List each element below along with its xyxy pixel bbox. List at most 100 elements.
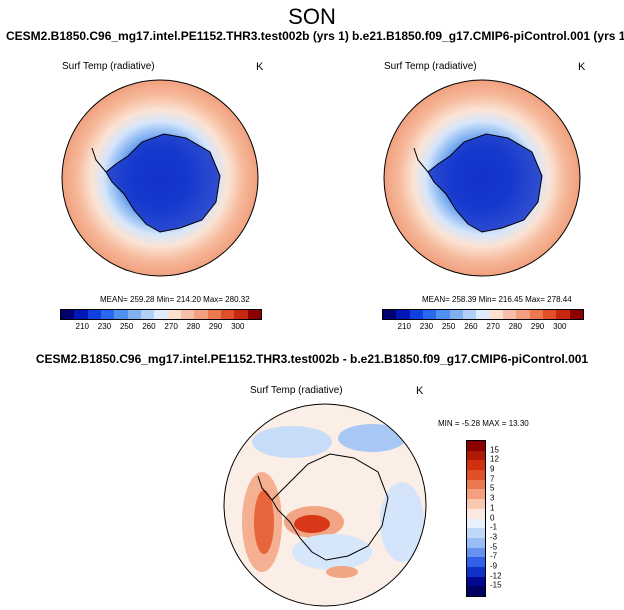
colorbar-swatch [220, 310, 235, 319]
season-title: SON [288, 4, 336, 29]
diff-colorbar-swatch [467, 557, 485, 567]
colorbar-tick-label: 210 [397, 322, 411, 331]
diff-colorbar-tick-label: -5 [490, 542, 498, 552]
diff-colorbar-tick-label: 5 [490, 483, 495, 493]
diff-colorbar-swatch [467, 460, 485, 471]
right-stats: MEAN= 258.39 Min= 216.45 Max= 278.44 [422, 295, 572, 304]
colorbar-tick-label: 260 [464, 322, 478, 331]
diff-colorbar-tick-label: 12 [490, 454, 499, 464]
diff-blue-anomaly-north [252, 426, 332, 458]
colorbar-tick-label: 280 [186, 322, 201, 331]
diff-warm-core-peninsula [294, 515, 330, 533]
colorbar-swatch [449, 310, 463, 319]
colorbar-tick-label: 230 [419, 322, 434, 331]
colorbar-tick-label: 300 [231, 322, 245, 331]
left-polar-map [61, 79, 259, 277]
colorbar-swatch [247, 310, 261, 319]
diff-colorbar-swatch [467, 576, 485, 587]
diff-colorbar-swatch [467, 441, 485, 451]
diff-colorbar-tick-label: -7 [490, 551, 498, 561]
right-colorbar [382, 309, 584, 320]
colorbar-swatch [542, 310, 557, 319]
diff-colorbar-swatch [467, 479, 485, 490]
diff-colorbar-tick-label: 0 [490, 513, 495, 522]
right-polar-map [383, 79, 581, 277]
diff-colorbar-tick-label: 7 [490, 474, 495, 484]
colorbar-swatch [383, 310, 397, 319]
left-variable-label: Surf Temp (radiative) [62, 61, 155, 72]
diff-blue-anomaly-east [380, 482, 424, 562]
left-colorbar [60, 309, 262, 320]
colorbar-tick-label: 290 [530, 322, 545, 331]
diff-stats: MIN = -5.28 MAX = 13.30 [438, 419, 529, 428]
diff-colorbar-swatch [467, 450, 485, 461]
colorbar-swatch [167, 310, 181, 319]
diff-colorbar-tick-label: -12 [490, 571, 502, 581]
left-antarctica-interior [106, 134, 220, 232]
left-stats: MEAN= 259.28 Min= 214.20 Max= 280.32 [100, 295, 250, 304]
colorbar-swatch [529, 310, 543, 319]
right-peninsula-coastline [413, 147, 429, 173]
diff-colorbar-tick-label: 15 [490, 445, 499, 455]
diff-colorbar-swatch [467, 528, 485, 538]
right-antarctica-coastline [427, 133, 543, 233]
diff-colorbar-tick-label: -3 [490, 532, 498, 542]
diff-colorbar-swatch [467, 508, 485, 519]
colorbar-swatch [114, 310, 128, 319]
left-peninsula-coastline [91, 147, 107, 173]
colorbar-swatch [396, 310, 410, 319]
colorbar-tick-label: 210 [75, 322, 89, 331]
colorbar-swatch [234, 310, 248, 319]
diff-colorbar-swatch [467, 518, 485, 529]
colorbar-swatch [476, 310, 490, 319]
colorbar-tick-label: 270 [486, 322, 500, 331]
colorbar-swatch [154, 310, 168, 319]
colorbar-swatch [180, 310, 195, 319]
diff-panel-title: CESM2.B1850.C96_mg17.intel.PE1152.THR3.t… [35, 352, 589, 366]
diff-variable-label: Surf Temp (radiative) [250, 385, 343, 396]
diff-warm-anomaly-south [326, 566, 358, 578]
left-panel-title: CESM2.B1850.C96_mg17.intel.PE1152.THR3.t… [6, 29, 349, 43]
diff-units-label: K [416, 385, 424, 397]
diff-colorbar-tick-label: -9 [490, 561, 498, 571]
diff-colorbar-swatch [467, 537, 485, 548]
right-variable-label: Surf Temp (radiative) [384, 61, 477, 72]
diff-peninsula-coastline [257, 475, 273, 501]
colorbar-tick-label: 290 [208, 322, 223, 331]
diff-colorbar-swatch [467, 547, 485, 558]
colorbar-swatch [569, 310, 583, 319]
colorbar-tick-label: 260 [142, 322, 156, 331]
diff-colorbar-tick-label: -1 [490, 522, 498, 532]
left-units-label: K [256, 61, 264, 73]
right-antarctica-interior [428, 134, 542, 232]
diff-colorbar-swatch [467, 586, 485, 596]
diff-colorbar-tick-label: -15 [490, 580, 502, 590]
left-antarctica-coastline [105, 133, 221, 233]
diff-colorbar-swatch [467, 566, 485, 577]
colorbar-tick-label: 270 [164, 322, 178, 331]
diff-colorbar [466, 440, 486, 597]
colorbar-tick-label: 250 [441, 322, 456, 331]
colorbar-tick-label: 300 [553, 322, 567, 331]
colorbar-swatch [74, 310, 88, 319]
colorbar-swatch [502, 310, 517, 319]
diff-colorbar-swatch [467, 499, 485, 509]
colorbar-swatch [556, 310, 570, 319]
diff-colorbar-tick-label: 1 [490, 503, 495, 513]
colorbar-swatch [436, 310, 450, 319]
diff-polar-map [223, 403, 427, 607]
colorbar-swatch [516, 310, 530, 319]
colorbar-swatch [140, 310, 155, 319]
diff-antarctica-coastline [271, 453, 389, 561]
diff-colorbar-tick-label: 9 [490, 464, 495, 474]
diff-colorbar-swatch [467, 470, 485, 480]
diff-colorbar-tick-label: 3 [490, 493, 495, 503]
right-colorbar-labels: 210 230 250 260 270 280 290 300 [382, 322, 582, 332]
colorbar-swatch [100, 310, 115, 319]
diff-map-border [223, 403, 427, 607]
colorbar-swatch [422, 310, 437, 319]
colorbar-swatch [409, 310, 423, 319]
diff-blue-anomaly-northeast [338, 424, 406, 452]
diff-blue-anomaly-south [292, 534, 372, 570]
colorbar-swatch [207, 310, 221, 319]
